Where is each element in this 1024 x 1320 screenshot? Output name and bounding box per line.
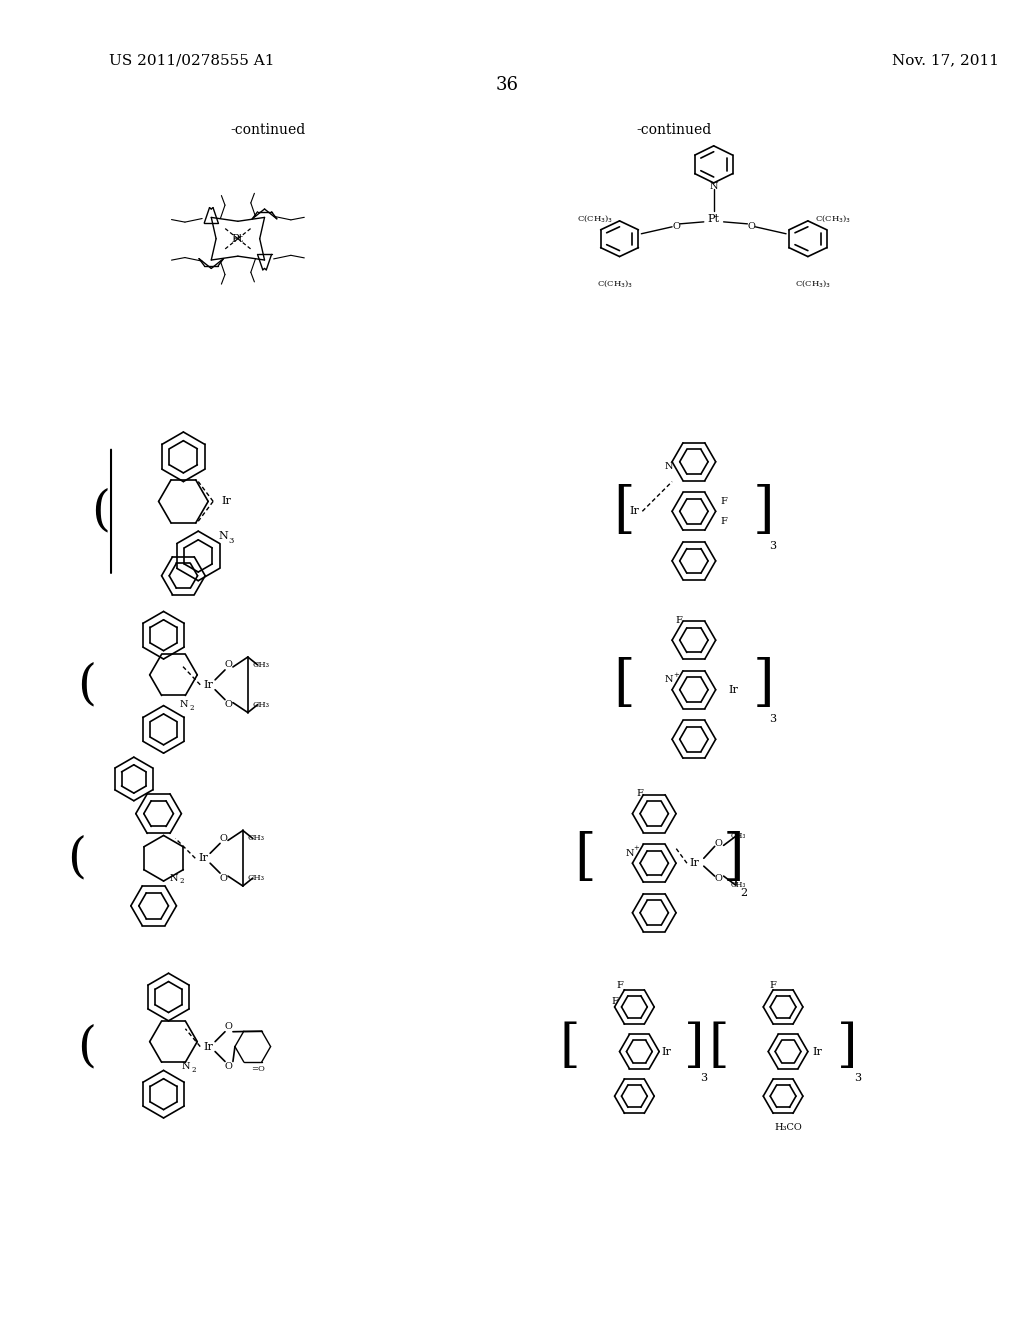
Text: Ir: Ir	[729, 685, 738, 694]
Text: O: O	[715, 840, 723, 847]
Text: 3: 3	[854, 1073, 861, 1084]
Text: F: F	[770, 981, 776, 990]
Text: (: (	[91, 488, 111, 535]
Text: 3: 3	[228, 537, 233, 545]
Text: O: O	[672, 222, 680, 231]
Text: 2: 2	[189, 704, 194, 711]
Text: C(CH$_3$)$_3$: C(CH$_3$)$_3$	[597, 277, 633, 289]
Text: +: +	[673, 671, 679, 678]
Text: Ir: Ir	[199, 853, 208, 863]
Text: +: +	[634, 845, 639, 853]
Text: N: N	[626, 849, 634, 858]
Text: O: O	[219, 834, 227, 843]
Text: N: N	[710, 182, 718, 190]
Text: F: F	[636, 789, 643, 799]
Text: 2: 2	[179, 876, 183, 884]
Text: ]: ]	[753, 657, 774, 713]
Text: Pt: Pt	[231, 234, 244, 244]
Text: CH₃: CH₃	[247, 874, 264, 882]
Text: CH₃: CH₃	[247, 834, 264, 842]
Text: ]: ]	[753, 484, 774, 539]
Text: ]: ]	[723, 830, 744, 886]
Text: F: F	[616, 981, 623, 990]
Text: (: (	[77, 1023, 95, 1071]
Text: CH₃: CH₃	[252, 701, 269, 709]
Text: O: O	[715, 874, 723, 883]
Text: N: N	[665, 676, 674, 684]
Text: F: F	[720, 496, 727, 506]
Text: Ir: Ir	[203, 680, 213, 690]
Text: [: [	[709, 1022, 729, 1072]
Text: 3: 3	[770, 541, 777, 550]
Text: (: (	[77, 661, 95, 709]
Text: H₃CO: H₃CO	[774, 1123, 802, 1133]
Text: N: N	[179, 700, 187, 709]
Text: US 2011/0278555 A1: US 2011/0278555 A1	[109, 53, 274, 67]
Text: ]: ]	[838, 1022, 858, 1072]
Text: O: O	[224, 660, 231, 669]
Text: Ir: Ir	[662, 1047, 671, 1056]
Text: 3: 3	[700, 1073, 708, 1084]
Text: =O: =O	[251, 1065, 264, 1073]
Text: [: [	[560, 1022, 581, 1072]
Text: -continued: -continued	[230, 123, 305, 137]
Text: C(CH$_3$)$_3$: C(CH$_3$)$_3$	[795, 277, 830, 289]
Text: 3: 3	[770, 714, 777, 725]
Text: N: N	[169, 874, 178, 883]
Text: O: O	[748, 222, 756, 231]
Text: F: F	[720, 516, 727, 525]
Text: O: O	[224, 700, 231, 709]
Text: -continued: -continued	[637, 123, 712, 137]
Text: Ir: Ir	[221, 496, 231, 507]
Text: Ir: Ir	[689, 858, 698, 869]
Text: N: N	[218, 531, 228, 541]
Text: 2: 2	[191, 1067, 196, 1074]
Text: N: N	[665, 462, 674, 471]
Text: N: N	[181, 1061, 189, 1071]
Text: [: [	[574, 830, 596, 886]
Text: O: O	[224, 1061, 231, 1071]
Text: 2: 2	[740, 888, 746, 898]
Text: [: [	[613, 484, 635, 539]
Text: F: F	[611, 998, 618, 1006]
Text: 36: 36	[496, 77, 519, 94]
Text: CH₃: CH₃	[731, 880, 746, 888]
Text: Pt: Pt	[708, 214, 720, 224]
Text: CH₃: CH₃	[252, 661, 269, 669]
Text: (: (	[67, 834, 86, 882]
Text: C(CH$_3$)$_3$: C(CH$_3$)$_3$	[577, 214, 612, 224]
Text: Nov. 17, 2011: Nov. 17, 2011	[892, 53, 999, 67]
Text: C(CH$_3$)$_3$: C(CH$_3$)$_3$	[814, 214, 851, 224]
Text: [: [	[613, 657, 635, 713]
Text: ]: ]	[684, 1022, 705, 1072]
Text: F: F	[676, 616, 682, 624]
Text: O: O	[219, 874, 227, 883]
Text: CH₃: CH₃	[731, 833, 746, 841]
Text: Ir: Ir	[630, 507, 639, 516]
Text: O: O	[224, 1022, 231, 1031]
Text: Ir: Ir	[813, 1047, 822, 1056]
Text: Ir: Ir	[203, 1041, 213, 1052]
